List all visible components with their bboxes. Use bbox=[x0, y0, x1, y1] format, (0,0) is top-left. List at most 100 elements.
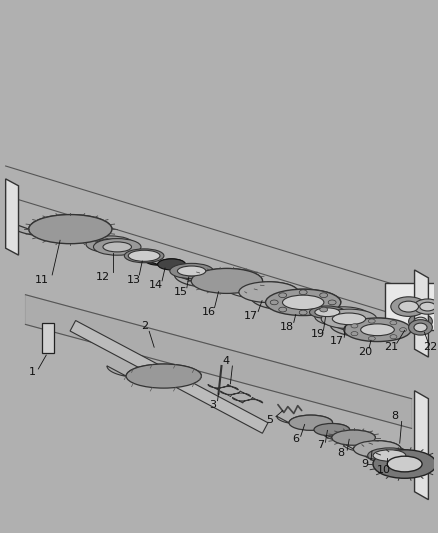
Text: 19: 19 bbox=[311, 329, 325, 340]
Text: 8: 8 bbox=[391, 411, 398, 422]
Polygon shape bbox=[174, 269, 262, 287]
Polygon shape bbox=[233, 398, 263, 403]
Polygon shape bbox=[226, 282, 298, 298]
Ellipse shape bbox=[310, 306, 345, 318]
Polygon shape bbox=[323, 430, 375, 441]
Bar bbox=[42, 324, 54, 353]
Text: 17: 17 bbox=[330, 336, 344, 346]
Ellipse shape bbox=[409, 320, 432, 335]
Ellipse shape bbox=[360, 324, 394, 336]
Ellipse shape bbox=[321, 309, 377, 328]
Ellipse shape bbox=[86, 236, 134, 253]
Polygon shape bbox=[251, 289, 341, 310]
Text: 18: 18 bbox=[280, 322, 294, 333]
Ellipse shape bbox=[414, 299, 438, 314]
Ellipse shape bbox=[420, 302, 435, 311]
Text: 14: 14 bbox=[149, 280, 163, 290]
Ellipse shape bbox=[351, 324, 358, 328]
Text: 22: 22 bbox=[423, 342, 438, 352]
Text: 7: 7 bbox=[317, 440, 324, 450]
Ellipse shape bbox=[332, 430, 375, 445]
Text: 21: 21 bbox=[384, 342, 398, 352]
Bar bbox=[385, 283, 438, 330]
Ellipse shape bbox=[299, 310, 307, 315]
Ellipse shape bbox=[369, 448, 401, 459]
Text: 4: 4 bbox=[223, 356, 230, 366]
Text: 6: 6 bbox=[292, 434, 299, 445]
Polygon shape bbox=[343, 441, 401, 452]
Ellipse shape bbox=[289, 415, 332, 430]
Polygon shape bbox=[277, 415, 332, 424]
Ellipse shape bbox=[363, 446, 407, 461]
Ellipse shape bbox=[414, 323, 427, 332]
Ellipse shape bbox=[283, 295, 324, 310]
Ellipse shape bbox=[314, 424, 350, 436]
Text: 2: 2 bbox=[141, 321, 148, 332]
Ellipse shape bbox=[279, 293, 286, 297]
Text: 13: 13 bbox=[127, 275, 140, 285]
Ellipse shape bbox=[158, 259, 185, 270]
Polygon shape bbox=[145, 259, 185, 265]
Polygon shape bbox=[8, 215, 112, 236]
Ellipse shape bbox=[170, 263, 213, 279]
Ellipse shape bbox=[326, 311, 359, 322]
Ellipse shape bbox=[409, 314, 432, 329]
Ellipse shape bbox=[368, 336, 375, 341]
Ellipse shape bbox=[279, 307, 286, 312]
Ellipse shape bbox=[414, 317, 427, 326]
Ellipse shape bbox=[95, 239, 124, 249]
Text: 9: 9 bbox=[361, 459, 369, 469]
Ellipse shape bbox=[368, 319, 375, 323]
Polygon shape bbox=[208, 384, 238, 390]
Text: 12: 12 bbox=[95, 272, 110, 282]
Polygon shape bbox=[25, 295, 412, 429]
Text: 15: 15 bbox=[174, 287, 188, 297]
Ellipse shape bbox=[299, 290, 307, 295]
Polygon shape bbox=[6, 179, 18, 255]
Ellipse shape bbox=[239, 282, 298, 303]
Ellipse shape bbox=[399, 328, 406, 332]
Ellipse shape bbox=[93, 239, 141, 255]
Ellipse shape bbox=[332, 313, 366, 325]
Ellipse shape bbox=[270, 300, 278, 305]
Text: 1: 1 bbox=[29, 367, 36, 377]
Polygon shape bbox=[107, 364, 201, 378]
Ellipse shape bbox=[126, 364, 201, 388]
Ellipse shape bbox=[387, 456, 422, 472]
Ellipse shape bbox=[103, 242, 131, 252]
Ellipse shape bbox=[390, 335, 397, 339]
Ellipse shape bbox=[265, 289, 341, 316]
Polygon shape bbox=[70, 320, 268, 433]
Ellipse shape bbox=[399, 301, 419, 312]
Text: 5: 5 bbox=[266, 415, 273, 425]
Text: 17: 17 bbox=[244, 311, 258, 320]
Ellipse shape bbox=[391, 297, 427, 317]
Ellipse shape bbox=[320, 307, 328, 312]
Text: 20: 20 bbox=[358, 347, 372, 357]
Ellipse shape bbox=[373, 450, 406, 461]
Ellipse shape bbox=[373, 450, 436, 478]
Polygon shape bbox=[330, 318, 412, 337]
Ellipse shape bbox=[328, 300, 336, 305]
Ellipse shape bbox=[390, 321, 397, 325]
Text: 10: 10 bbox=[377, 465, 391, 475]
Polygon shape bbox=[220, 391, 251, 397]
Ellipse shape bbox=[344, 318, 411, 342]
Polygon shape bbox=[414, 391, 428, 499]
Text: 16: 16 bbox=[201, 306, 215, 317]
Ellipse shape bbox=[315, 307, 370, 326]
Ellipse shape bbox=[124, 249, 164, 263]
Ellipse shape bbox=[315, 308, 340, 317]
Ellipse shape bbox=[128, 251, 160, 261]
Ellipse shape bbox=[367, 448, 411, 463]
Ellipse shape bbox=[177, 266, 206, 276]
Text: 3: 3 bbox=[209, 400, 216, 410]
Text: 11: 11 bbox=[35, 275, 49, 285]
Ellipse shape bbox=[353, 441, 401, 457]
Ellipse shape bbox=[320, 293, 328, 297]
Polygon shape bbox=[305, 424, 350, 431]
Ellipse shape bbox=[351, 332, 358, 336]
Polygon shape bbox=[414, 270, 428, 357]
Ellipse shape bbox=[29, 215, 112, 244]
Text: 8: 8 bbox=[338, 448, 345, 458]
